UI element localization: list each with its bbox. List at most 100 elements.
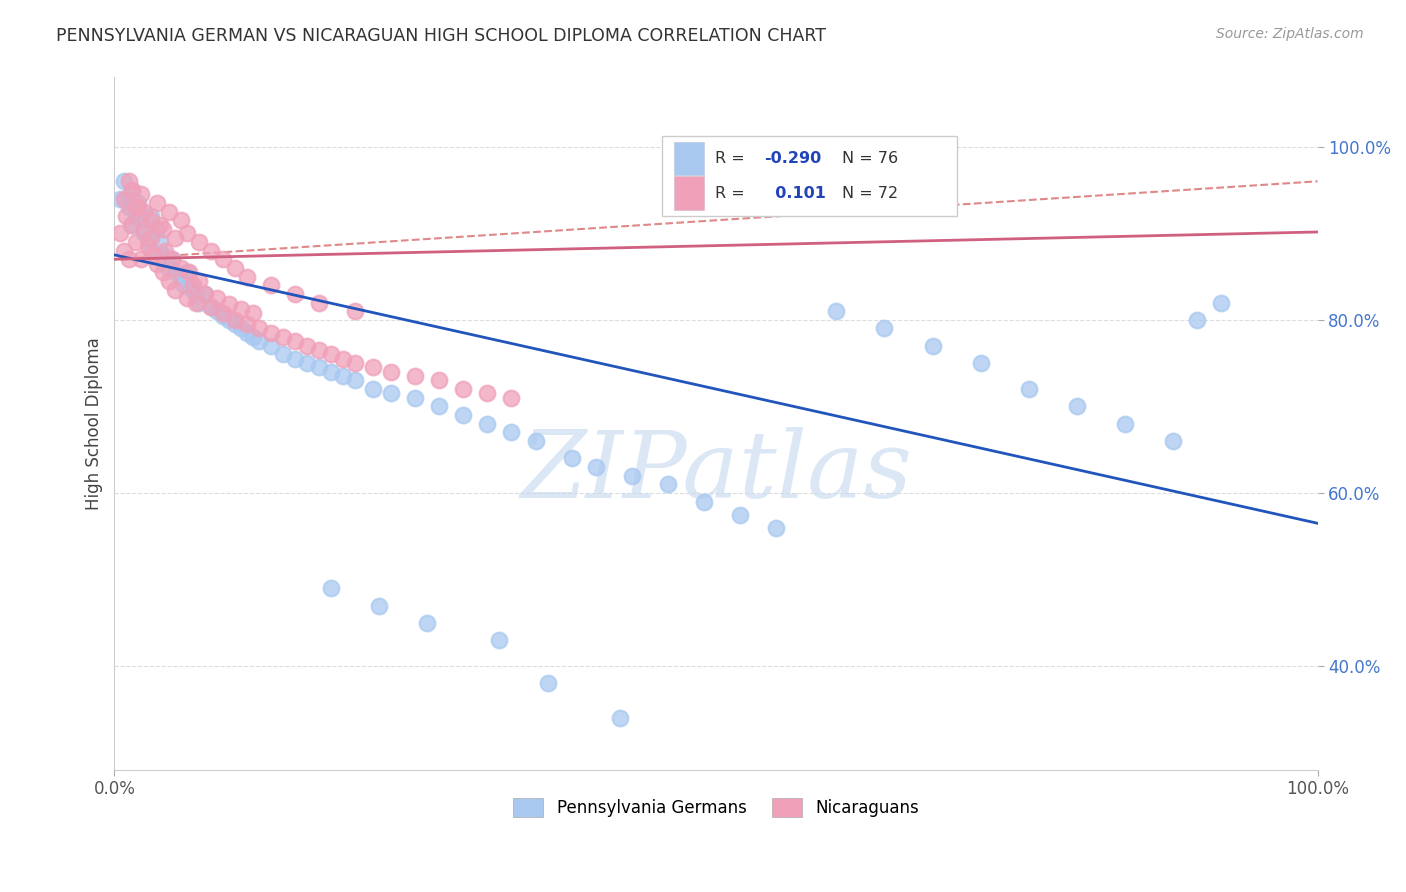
Point [524, 434, 547, 448]
Point [115, 192, 138, 206]
Point [136, 230, 159, 244]
Text: N = 76: N = 76 [842, 151, 898, 166]
Point [134, 204, 156, 219]
Point [271, 330, 294, 344]
Point [380, 386, 402, 401]
Point [1114, 417, 1136, 431]
Point [169, 213, 191, 227]
Point [242, 330, 264, 344]
Text: R =: R = [714, 151, 749, 166]
Point [236, 269, 259, 284]
Point [200, 300, 222, 314]
Point [970, 356, 993, 370]
Point [200, 300, 222, 314]
Point [139, 213, 162, 227]
Point [404, 391, 426, 405]
Point [129, 187, 152, 202]
Point [118, 252, 141, 267]
Point [260, 278, 283, 293]
Point [260, 339, 283, 353]
Y-axis label: High School Diploma: High School Diploma [86, 337, 103, 510]
Point [129, 252, 152, 267]
Point [873, 321, 896, 335]
Point [284, 351, 307, 366]
Point [218, 297, 240, 311]
Point [160, 252, 183, 267]
Point [295, 356, 318, 370]
Point [145, 196, 167, 211]
Point [163, 230, 186, 244]
Point [332, 369, 354, 384]
Point [271, 347, 294, 361]
Point [205, 304, 228, 318]
Point [284, 286, 307, 301]
Point [453, 408, 475, 422]
Point [308, 360, 330, 375]
Point [319, 581, 342, 595]
Point [129, 213, 152, 227]
Point [236, 317, 259, 331]
Point [1211, 295, 1233, 310]
Point [177, 274, 200, 288]
Point [112, 244, 135, 258]
Point [177, 265, 200, 279]
Point [205, 291, 228, 305]
Point [585, 460, 607, 475]
Point [169, 269, 191, 284]
Point [200, 244, 222, 258]
Point [149, 235, 172, 249]
Point [145, 256, 167, 270]
Point [157, 260, 180, 275]
Point [765, 520, 787, 534]
Point [149, 218, 172, 232]
Point [163, 265, 186, 279]
Point [181, 283, 204, 297]
Point [427, 400, 450, 414]
Point [501, 425, 523, 440]
Point [152, 265, 174, 279]
Point [229, 321, 252, 335]
Point [120, 218, 142, 232]
Point [136, 239, 159, 253]
Point [157, 274, 180, 288]
Point [153, 244, 176, 258]
Point [609, 711, 631, 725]
Point [125, 200, 148, 214]
Point [160, 252, 183, 267]
Point [361, 360, 384, 375]
Text: PENNSYLVANIA GERMAN VS NICARAGUAN HIGH SCHOOL DIPLOMA CORRELATION CHART: PENNSYLVANIA GERMAN VS NICARAGUAN HIGH S… [56, 27, 827, 45]
Point [112, 192, 135, 206]
Point [112, 174, 135, 188]
Point [308, 295, 330, 310]
Point [152, 222, 174, 236]
Point [921, 339, 943, 353]
Point [224, 317, 246, 331]
Point [236, 326, 259, 340]
Point [169, 260, 191, 275]
Point [224, 313, 246, 327]
Text: N = 72: N = 72 [842, 186, 898, 201]
Point [501, 391, 523, 405]
Point [142, 248, 165, 262]
Point [139, 244, 162, 258]
Point [163, 283, 186, 297]
Point [115, 209, 138, 223]
Text: ZIPatlas: ZIPatlas [520, 427, 912, 517]
Point [319, 365, 342, 379]
Point [139, 230, 162, 244]
Point [427, 373, 450, 387]
Point [218, 313, 240, 327]
Point [247, 321, 270, 335]
Point [224, 260, 246, 275]
Point [229, 302, 252, 317]
Point [211, 252, 233, 267]
Text: 0.101: 0.101 [763, 186, 825, 201]
Point [125, 209, 148, 223]
Point [110, 227, 132, 241]
Point [127, 200, 149, 214]
Point [453, 382, 475, 396]
Point [344, 373, 367, 387]
Point [139, 209, 162, 223]
Point [404, 369, 426, 384]
Point [657, 477, 679, 491]
